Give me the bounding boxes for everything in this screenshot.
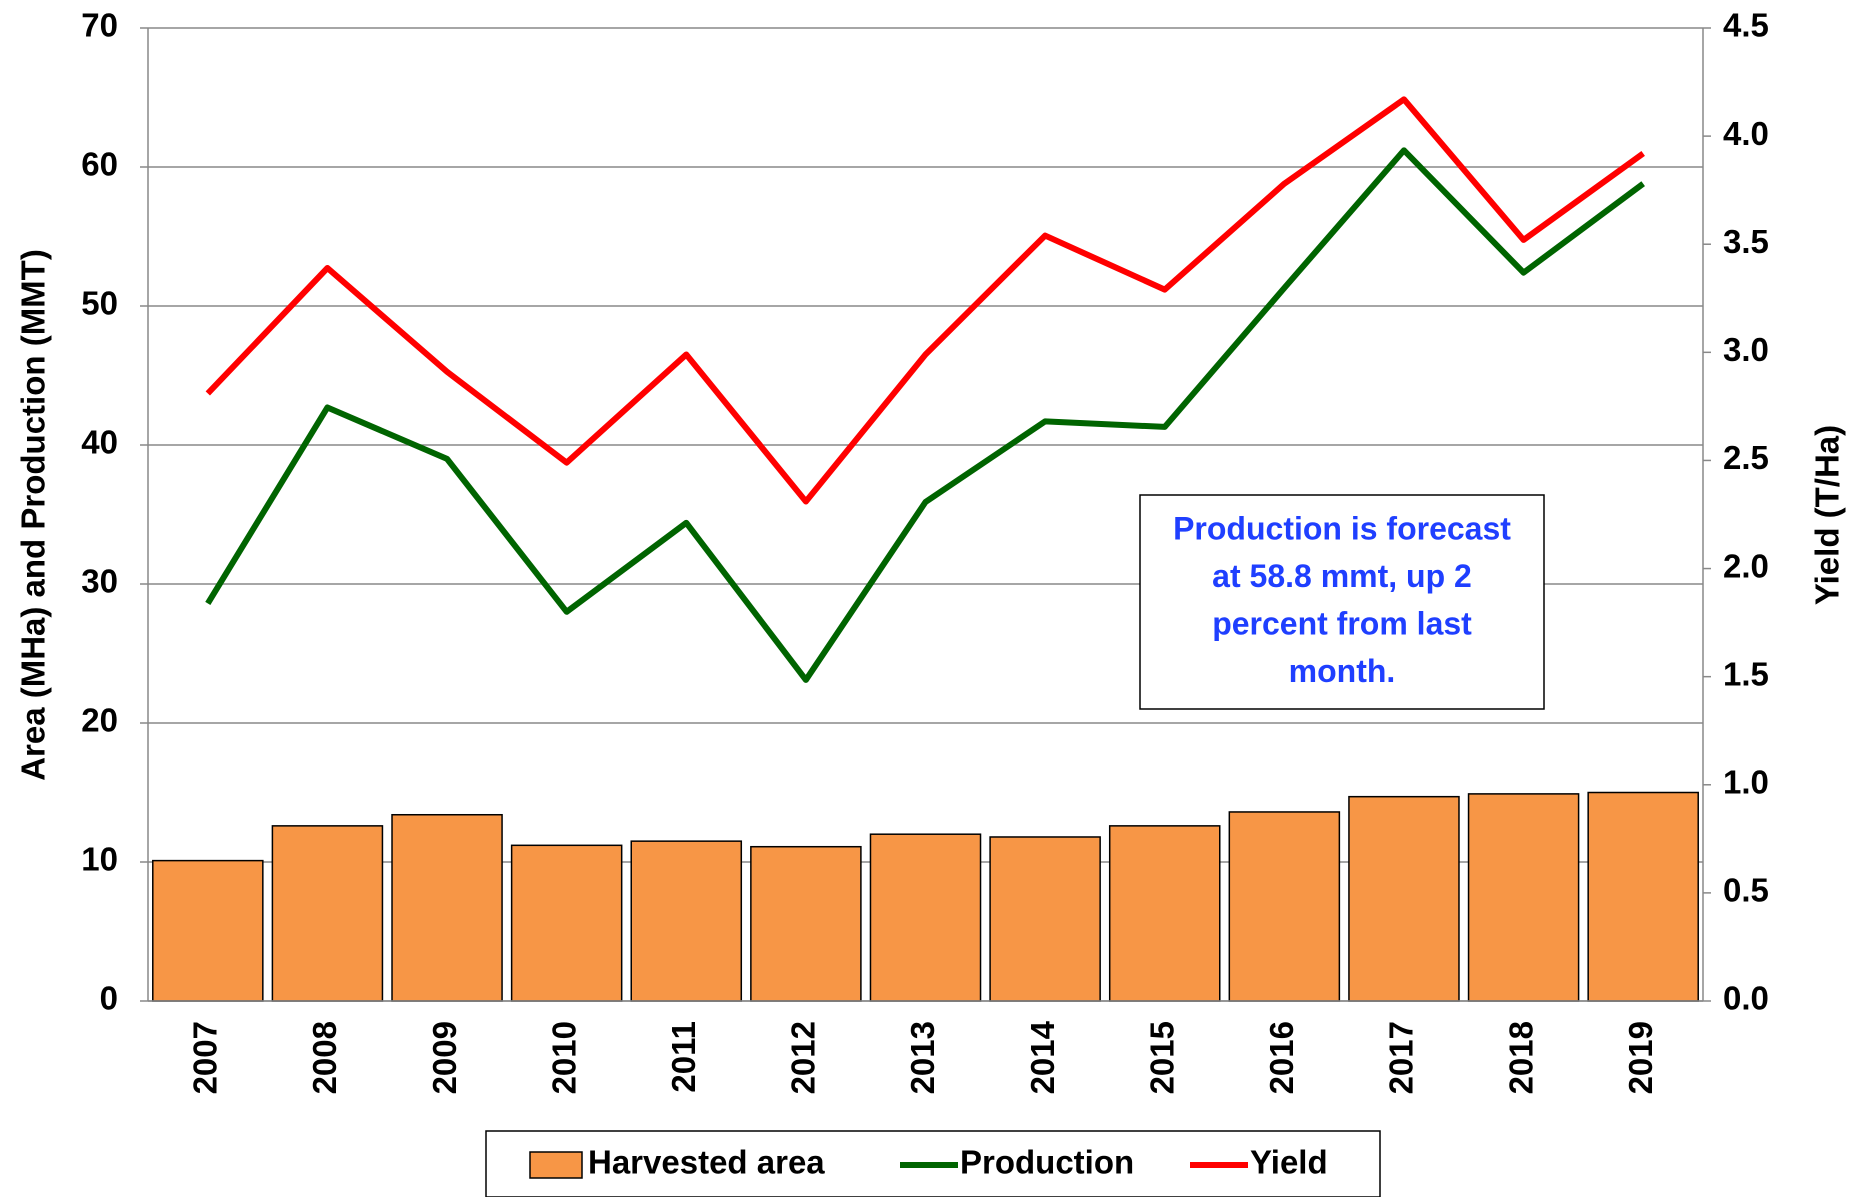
- bar: [1228, 811, 1341, 1002]
- y2-tick-label: 2.5: [1723, 439, 1769, 476]
- y-tick-label: 70: [81, 7, 118, 44]
- y2-tick-label: 1.5: [1723, 655, 1769, 692]
- y-tick-label: 50: [81, 285, 118, 322]
- legend-label: Production: [960, 1144, 1134, 1181]
- line: [205, 147, 1645, 683]
- x-tick-label: 2010: [545, 1021, 582, 1094]
- x-tick-label: 2017: [1383, 1021, 1420, 1094]
- x-tick-label: 2014: [1024, 1020, 1061, 1094]
- x-tick-label: 2016: [1263, 1021, 1300, 1094]
- y2-tick-label: 3.5: [1723, 223, 1769, 260]
- line: [205, 96, 1645, 505]
- x-tick-label: 2013: [904, 1021, 941, 1094]
- y-tick-label: 10: [81, 841, 118, 878]
- x-tick-label: 2011: [665, 1021, 702, 1093]
- annotation-line: month.: [1289, 653, 1396, 689]
- annotation-box: [1139, 494, 1545, 710]
- legend-label: Harvested area: [588, 1144, 825, 1181]
- x-tick-label: 2007: [187, 1021, 224, 1094]
- bar: [1467, 793, 1580, 1002]
- bar: [630, 840, 743, 1002]
- legend-swatch: [529, 1151, 583, 1179]
- bar: [391, 813, 503, 1002]
- y-tick-label: 60: [81, 146, 118, 183]
- y2-tick-label: 2.0: [1723, 547, 1769, 584]
- y-tick-label: 0: [100, 980, 118, 1017]
- y2-tick-label: 3.0: [1723, 331, 1769, 368]
- bar: [1348, 795, 1460, 1002]
- y-tick-label: 20: [81, 702, 118, 739]
- y2-tick-label: 4.0: [1723, 115, 1769, 152]
- y-tick-label: 40: [81, 424, 118, 461]
- annotation-line: at 58.8 mmt, up 2: [1212, 558, 1472, 594]
- bar: [750, 845, 862, 1002]
- legend-label: Yield: [1250, 1144, 1328, 1181]
- bar: [271, 825, 384, 1002]
- annotation-line: percent from last: [1212, 605, 1472, 641]
- bar: [869, 833, 982, 1002]
- y2-tick-label: 1.0: [1723, 763, 1769, 800]
- bar: [1587, 791, 1699, 1002]
- x-tick-label: 2008: [306, 1021, 343, 1094]
- y-tick-label: 30: [81, 563, 118, 600]
- bar: [152, 859, 264, 1002]
- bar: [1108, 825, 1221, 1002]
- y2-axis-label: Yield (T/Ha): [1809, 425, 1846, 605]
- x-tick-label: 2015: [1143, 1021, 1180, 1094]
- y-axis-label: Area (MHa) and Production (MMT): [15, 249, 52, 781]
- x-tick-label: 2009: [426, 1021, 463, 1094]
- x-tick-label: 2019: [1622, 1021, 1659, 1094]
- x-tick-label: 2012: [785, 1021, 822, 1094]
- annotation-line: Production is forecast: [1173, 510, 1511, 546]
- bar: [989, 836, 1101, 1002]
- y2-tick-label: 0.5: [1723, 872, 1769, 909]
- y2-tick-label: 0.0: [1723, 980, 1769, 1017]
- x-tick-label: 2018: [1502, 1021, 1539, 1094]
- y2-tick-label: 4.5: [1723, 7, 1769, 44]
- bar: [510, 844, 623, 1002]
